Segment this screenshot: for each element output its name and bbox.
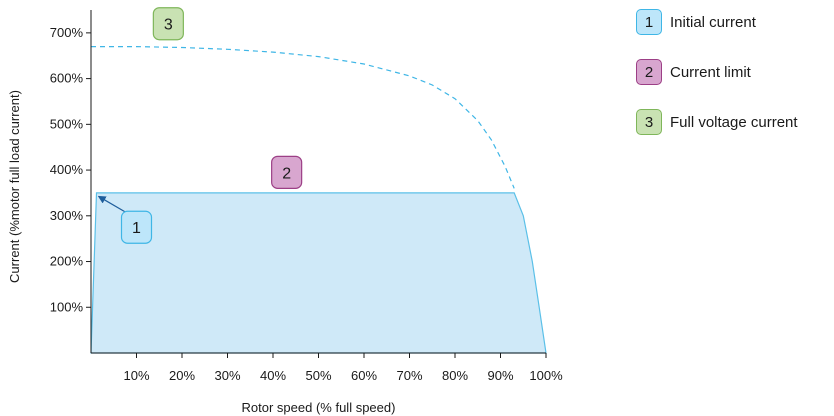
y-tick-label: 200% bbox=[50, 254, 84, 269]
legend-label-2: Current limit bbox=[670, 63, 751, 81]
x-ticks: 10% 20% 30% 40% 50% 60% 70% 80% 90% 100% bbox=[123, 353, 563, 383]
annotation-badge-3 bbox=[152, 7, 184, 41]
x-tick-label: 90% bbox=[487, 368, 513, 383]
legend-item-2: 2 Current limit bbox=[636, 58, 798, 86]
y-tick-label: 100% bbox=[50, 299, 84, 314]
annotation-number-1: 1 bbox=[132, 220, 141, 237]
x-tick-label: 70% bbox=[396, 368, 422, 383]
x-tick-label: 80% bbox=[442, 368, 468, 383]
legend-item-1: 1 Initial current bbox=[636, 8, 798, 36]
y-tick-label: 600% bbox=[50, 71, 84, 86]
annotation-number-2: 2 bbox=[282, 165, 291, 182]
legend-badge-2: 2 bbox=[636, 59, 662, 85]
annotation-number-3: 3 bbox=[164, 17, 173, 34]
full-voltage-current-line bbox=[91, 46, 515, 189]
y-tick-label: 700% bbox=[50, 25, 84, 40]
x-tick-label: 20% bbox=[169, 368, 195, 383]
annotation-badge-1 bbox=[120, 210, 153, 244]
legend: 1 Initial current 2 Current limit 3 Full… bbox=[636, 8, 798, 158]
legend-label-1: Initial current bbox=[670, 13, 756, 31]
x-tick-label: 100% bbox=[529, 368, 563, 383]
x-tick-label: 60% bbox=[351, 368, 377, 383]
y-axis-label: Current (%motor full load current) bbox=[7, 90, 22, 283]
annotations: 1 2 3 bbox=[97, 7, 303, 244]
y-tick-label: 300% bbox=[50, 208, 84, 223]
current-limit-area bbox=[90, 192, 547, 354]
x-axis-label: Rotor speed (% full speed) bbox=[242, 400, 396, 415]
x-tick-label: 50% bbox=[305, 368, 331, 383]
legend-badge-3: 3 bbox=[636, 109, 662, 135]
x-tick-label: 10% bbox=[123, 368, 149, 383]
y-tick-label: 500% bbox=[50, 116, 84, 131]
y-tick-label: 400% bbox=[50, 162, 84, 177]
legend-label-3: Full voltage current bbox=[670, 113, 798, 131]
annotation-badge-2 bbox=[271, 155, 303, 189]
legend-item-3: 3 Full voltage current bbox=[636, 108, 798, 136]
annotation-arrow bbox=[97, 195, 128, 214]
legend-badge-1: 1 bbox=[636, 9, 662, 35]
y-ticks: 100% 200% 300% 400% 500% 600% 700% bbox=[50, 25, 91, 314]
plot-area bbox=[90, 46, 547, 354]
x-tick-label: 40% bbox=[260, 368, 286, 383]
x-tick-label: 30% bbox=[214, 368, 240, 383]
